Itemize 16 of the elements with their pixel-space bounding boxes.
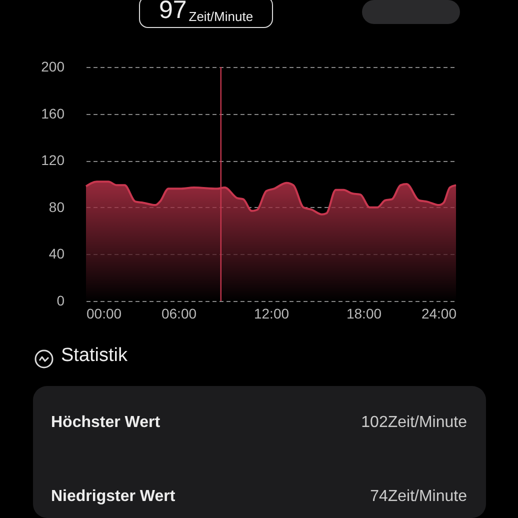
y-tick-label: 120	[41, 152, 65, 168]
text: 74Zeit/Minute	[370, 488, 467, 506]
x-tick-label: 24:00	[421, 306, 457, 322]
text: Niedrigster Wert	[51, 488, 176, 506]
y-tick-label: 0	[56, 292, 65, 308]
x-tick-label: 00:00	[86, 306, 122, 322]
y-tick-label: 80	[48, 198, 65, 215]
text: Höchster Wert	[51, 414, 160, 432]
x-tick-label: 18:00	[346, 306, 382, 322]
x-tick-label: 06:00	[161, 306, 197, 322]
y-tick-label: 160	[41, 105, 65, 122]
x-tick-label: 12:00	[254, 306, 290, 322]
text: 102Zeit/Minute	[361, 414, 467, 432]
y-tick-label: 40	[48, 246, 65, 262]
y-tick-label: 200	[41, 58, 65, 74]
text: Statistik	[61, 345, 128, 367]
